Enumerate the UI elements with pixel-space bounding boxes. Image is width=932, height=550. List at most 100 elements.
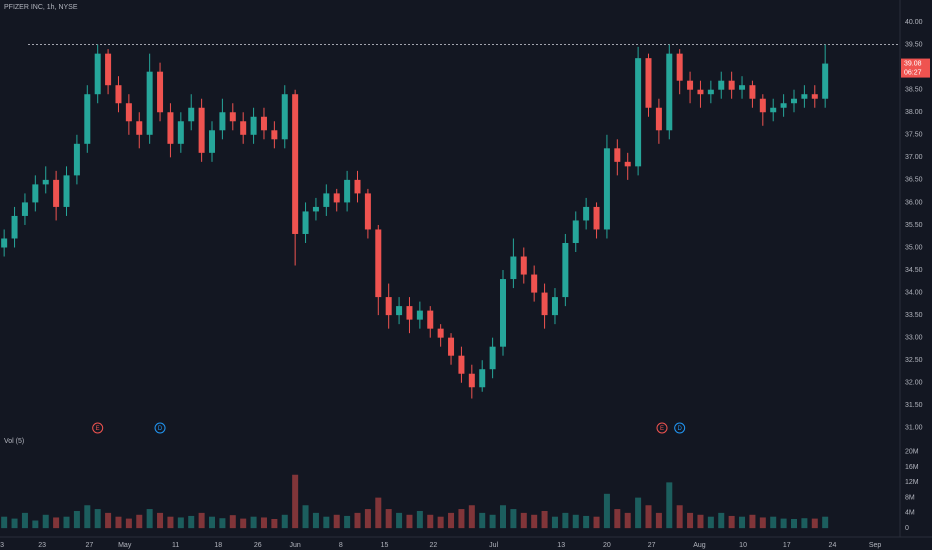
volume-bar	[770, 516, 777, 529]
volume-bar	[468, 505, 475, 529]
volume-bar	[739, 516, 746, 529]
candle-body	[759, 98, 766, 113]
candle-body	[115, 85, 122, 104]
candle-body	[385, 297, 392, 316]
candle-body	[364, 193, 371, 230]
volume-bar	[614, 509, 621, 529]
volume-bar	[281, 514, 288, 529]
event-marker	[656, 422, 668, 434]
volume-tick-label: 8M	[905, 494, 915, 501]
volume-bar	[1, 516, 8, 529]
volume-bar	[73, 510, 80, 529]
candle-body	[63, 175, 70, 207]
candle-body	[167, 112, 174, 144]
candle-body	[94, 53, 101, 95]
y-tick-label: 39.50	[905, 41, 923, 48]
candle-body	[437, 328, 444, 338]
x-tick-label: Sep	[869, 542, 882, 549]
volume-bar	[551, 516, 558, 529]
volume-bar	[157, 512, 164, 529]
volume-bar	[541, 510, 548, 529]
x-tick-label: 10	[739, 542, 747, 549]
x-tick-label: 11	[172, 542, 179, 549]
volume-bar	[718, 512, 725, 529]
candle-body	[603, 148, 610, 230]
x-tick-label: 3	[0, 542, 4, 549]
candle-body	[510, 256, 517, 280]
volume-bar	[53, 517, 60, 529]
volume-bar	[105, 512, 112, 529]
candle-body	[240, 121, 247, 135]
candle-body	[271, 130, 278, 140]
volume-bar	[624, 512, 631, 529]
volume-bar	[323, 516, 330, 529]
volume-bar	[260, 517, 267, 529]
y-tick-label: 32.00	[905, 380, 923, 387]
candle-body	[749, 85, 756, 99]
candle-body	[105, 53, 112, 86]
candle-body	[676, 53, 683, 81]
volume-bar	[21, 512, 28, 529]
volume-bar	[759, 517, 766, 529]
y-tick-label: 36.50	[905, 177, 923, 184]
candle-body	[718, 80, 725, 90]
candle-body	[500, 279, 507, 347]
volume-bar	[510, 509, 517, 529]
x-tick-label: 13	[557, 542, 565, 549]
volume-bar	[822, 516, 829, 529]
candle-body	[188, 107, 195, 122]
candle-body	[406, 306, 413, 320]
volume-bar	[520, 512, 527, 529]
volume-bar	[32, 520, 39, 529]
candle-body	[655, 107, 662, 131]
candle-body	[520, 256, 527, 275]
event-marker	[92, 422, 104, 434]
volume-bar	[354, 512, 361, 529]
volume-bar	[125, 518, 132, 529]
candle-body	[489, 346, 496, 370]
volume-bar	[780, 518, 787, 529]
y-tick-label: 36.00	[905, 199, 923, 206]
candle-body	[344, 179, 351, 203]
volume-bar	[728, 515, 735, 529]
volume-bar	[364, 509, 371, 529]
x-tick-label: 17	[783, 542, 791, 549]
candle-body	[73, 143, 80, 176]
volume-bar	[500, 505, 507, 529]
volume-bar	[687, 512, 694, 529]
volume-bar	[479, 512, 486, 529]
y-tick-label: 38.00	[905, 109, 923, 116]
volume-tick-label: 4M	[905, 510, 915, 517]
volume-tick-label: 16M	[905, 464, 919, 471]
volume-bar	[801, 518, 808, 529]
y-tick-label: 32.50	[905, 357, 923, 364]
event-marker	[674, 422, 686, 434]
x-tick-label: 22	[429, 542, 437, 549]
candle-body	[624, 161, 631, 167]
candle-body	[728, 80, 735, 90]
volume-bar	[240, 518, 247, 529]
candle-body	[125, 103, 132, 122]
candle-body	[697, 89, 704, 95]
candle-body	[21, 202, 28, 216]
candle-body	[739, 85, 746, 90]
volume-bar	[209, 516, 216, 529]
volume-bar	[666, 482, 673, 529]
x-tick-label: 26	[254, 542, 262, 549]
y-tick-label: 34.00	[905, 289, 923, 296]
volume-bar	[229, 515, 236, 529]
volume-bar	[146, 509, 153, 529]
volume-bar	[344, 515, 351, 529]
candle-body	[687, 80, 694, 90]
candle-body	[551, 297, 558, 316]
candle-body	[780, 103, 787, 108]
volume-bar	[396, 512, 403, 529]
candle-body	[375, 229, 382, 298]
candle-body	[770, 107, 777, 113]
candle-body	[593, 206, 600, 230]
volume-tick-label: 0	[905, 525, 909, 532]
x-tick-label: May	[118, 542, 132, 549]
y-tick-label: 34.50	[905, 267, 923, 274]
candle-body	[42, 179, 49, 185]
volume-bar	[11, 518, 18, 529]
